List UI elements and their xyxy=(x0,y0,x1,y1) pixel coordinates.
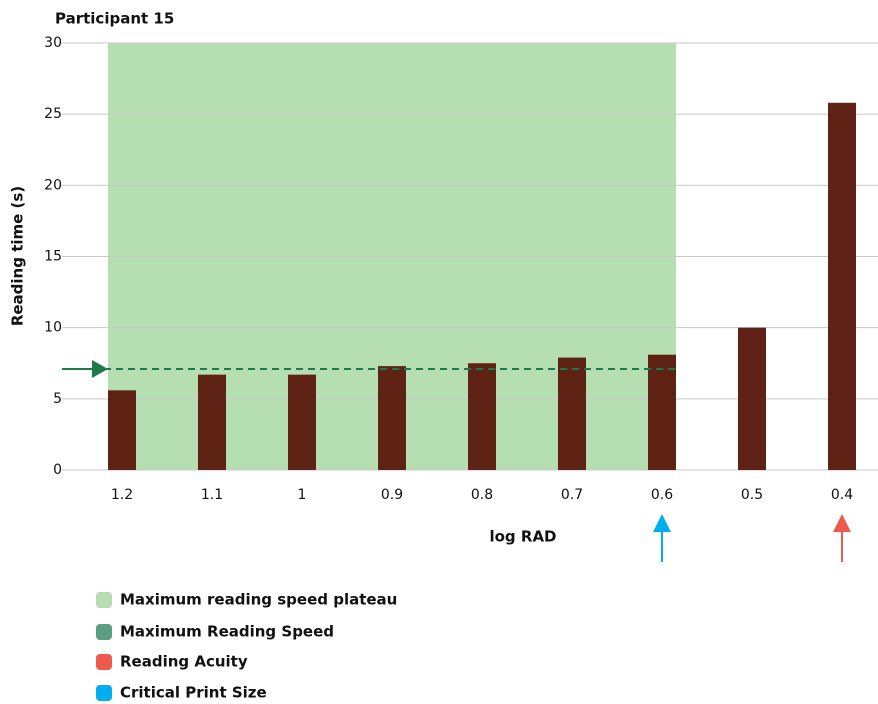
x-axis-label: log RAD xyxy=(489,528,556,546)
y-tick-label: 0 xyxy=(53,462,62,478)
bar xyxy=(738,327,766,470)
legend-label: Maximum Reading Speed xyxy=(120,623,334,641)
legend-swatch xyxy=(96,685,112,701)
y-tick-label: 15 xyxy=(44,249,62,265)
bar xyxy=(648,354,676,470)
x-tick-label: 1.1 xyxy=(201,487,223,503)
critical-print-size-arrow-head xyxy=(653,514,671,532)
y-tick-label: 30 xyxy=(44,35,62,51)
x-tick-label: 0.7 xyxy=(561,487,583,503)
legend-label: Maximum reading speed plateau xyxy=(120,591,397,609)
bar xyxy=(828,102,856,470)
x-tick-label: 0.9 xyxy=(381,487,403,503)
x-tick-label: 0.8 xyxy=(471,487,493,503)
chart-title: Participant 15 xyxy=(55,10,174,28)
x-tick-label: 1.2 xyxy=(111,487,133,503)
y-tick-label: 20 xyxy=(44,177,62,193)
legend-swatch xyxy=(96,592,112,608)
x-tick-label: 1 xyxy=(298,487,307,503)
x-tick-label: 0.6 xyxy=(651,487,673,503)
legend-label: Critical Print Size xyxy=(120,684,267,702)
legend-swatch xyxy=(96,624,112,640)
legend-label: Reading Acuity xyxy=(120,653,248,671)
bar xyxy=(108,390,136,470)
bar xyxy=(468,363,496,470)
bar xyxy=(378,366,406,470)
reading-acuity-arrow-head xyxy=(833,514,851,532)
y-tick-label: 25 xyxy=(44,106,62,122)
x-tick-label: 0.4 xyxy=(831,487,853,503)
y-tick-label: 10 xyxy=(44,320,62,336)
y-axis-label: Reading time (s) xyxy=(9,186,27,326)
legend-swatch xyxy=(96,654,112,670)
bar xyxy=(558,357,586,470)
arrow-head xyxy=(92,359,108,378)
x-tick-label: 0.5 xyxy=(741,487,763,503)
bar xyxy=(288,374,316,470)
bar xyxy=(198,374,226,470)
y-tick-label: 5 xyxy=(53,391,62,407)
